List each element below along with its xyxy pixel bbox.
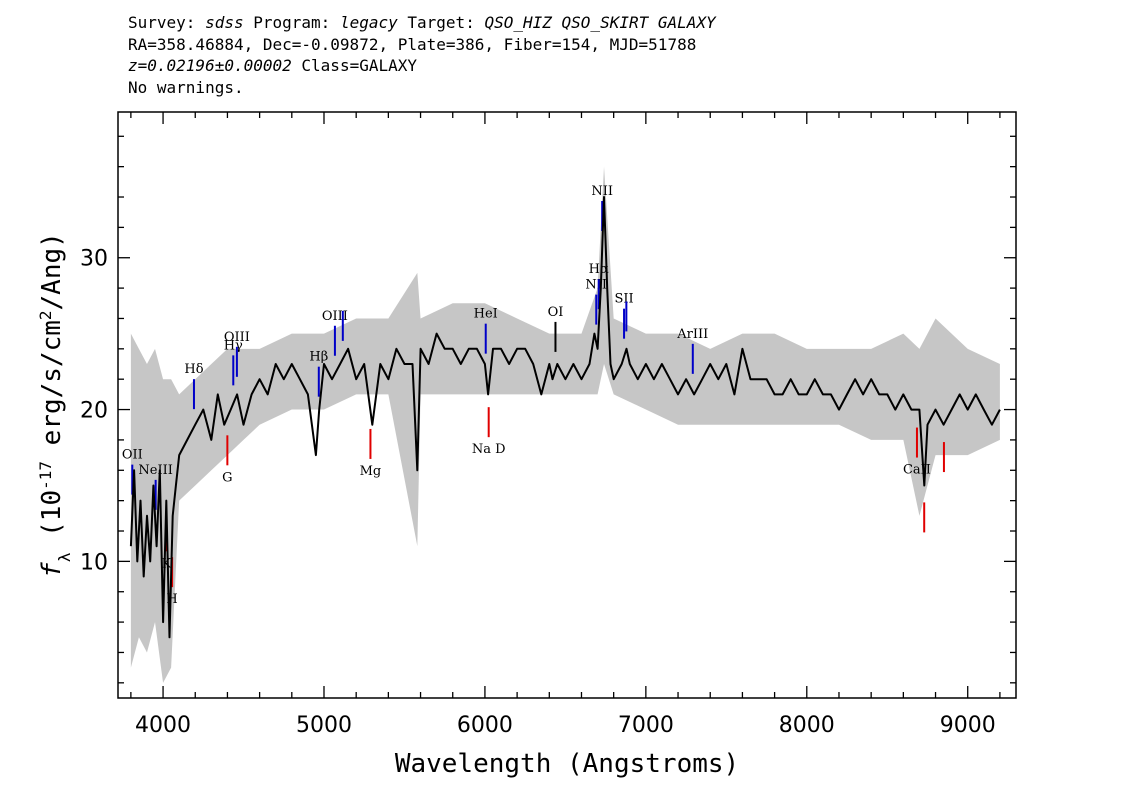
header-line-1: Survey: sdss Program: legacy Target: QSO… — [128, 12, 716, 34]
flux-line — [129, 196, 1001, 639]
axis-ticks — [118, 112, 1016, 698]
line-marker-label-6: OIII — [322, 309, 348, 324]
y-axis-title: fλ (10-17 erg/s/cm2/Ang) — [36, 232, 74, 578]
x-tick-label: 9000 — [940, 713, 996, 738]
spectrum-header: Survey: sdss Program: legacy Target: QSO… — [128, 12, 716, 98]
line-marker-label-4: OIII — [224, 330, 250, 345]
line-marker-label-19: Mg — [360, 464, 382, 479]
program-label: Program: — [253, 13, 331, 32]
line-marker-label-5: Hβ — [309, 350, 328, 365]
error-band-area — [130, 166, 1000, 683]
class-value: Class=GALAXY — [301, 56, 417, 75]
header-line-4: No warnings. — [128, 77, 244, 97]
line-marker-label-1: NeIII — [138, 463, 172, 478]
plot-frame — [117, 111, 1017, 699]
line-marker-label-3: Hγ — [224, 338, 243, 353]
line-marker-label-10: NII — [585, 278, 607, 293]
line-marker-label-9: OI — [548, 305, 564, 320]
x-tick-label: 8000 — [779, 713, 835, 738]
x-tick-label: 4000 — [135, 713, 191, 738]
survey-value: sdss — [205, 13, 244, 32]
error-band — [130, 166, 1000, 683]
line-marker-label-2: Hδ — [184, 362, 203, 377]
line-marker-label-21: CaII — [903, 463, 931, 478]
line-marker-label-13: SII — [614, 292, 633, 307]
header-line-3: z=0.02196±0.00002 Class=GALAXY — [128, 55, 716, 77]
y-axis-title-part: λ — [55, 552, 74, 562]
line-marker-label-20: Na D — [472, 442, 506, 457]
program-value: legacy — [339, 13, 398, 32]
line-marker-label-8: HeI — [474, 307, 498, 322]
target-value: QSO_HIZ QSO_SKIRT GALAXY — [484, 13, 716, 32]
x-tick-label: 6000 — [457, 713, 513, 738]
y-axis-title-part: f — [37, 562, 67, 578]
x-tick-label: 7000 — [618, 713, 674, 738]
line-marker-label-16: K — [161, 556, 171, 571]
header-line-2: RA=358.46884, Dec=-0.09872, Plate=386, F… — [128, 34, 697, 54]
flux-series — [129, 196, 1001, 639]
line-marker-label-0: OII — [122, 448, 143, 463]
x-tick-label: 5000 — [296, 713, 352, 738]
line-marker-label-17: H — [166, 592, 177, 607]
y-tick-label: 30 — [80, 247, 108, 272]
y-axis-title-part: erg/s/cm — [37, 320, 67, 461]
x-axis-title: Wavelength (Angstroms) — [395, 749, 739, 779]
line-marker-label-12: NII — [591, 184, 613, 199]
y-axis-title-part: /Ang) — [37, 232, 67, 310]
survey-label: Survey: — [128, 13, 196, 32]
redshift-value: z=0.02196±0.00002 — [128, 56, 292, 75]
line-marker-label-11: Hα — [589, 262, 609, 277]
axis-tick-labels: 4000 5000 6000 7000 8000 9000 10 20 30 — [80, 247, 996, 738]
y-tick-label: 10 — [80, 550, 108, 575]
y-axis-title-part: -17 — [36, 461, 55, 490]
target-label: Target: — [407, 13, 475, 32]
y-tick-label: 20 — [80, 399, 108, 424]
y-axis-title-part: 2 — [36, 310, 55, 320]
line-marker-label-15: ArIII — [676, 327, 708, 342]
y-axis-title-part: (10 — [37, 490, 67, 553]
line-marker-label-18: G — [222, 470, 232, 485]
